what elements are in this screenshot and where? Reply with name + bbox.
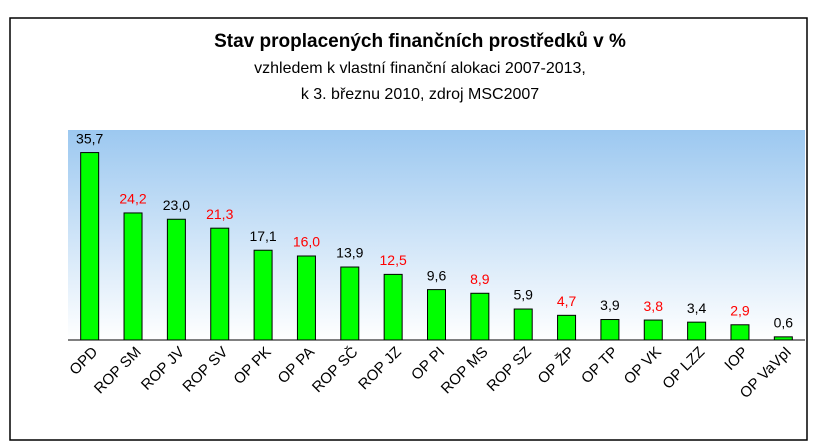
value-label: 0,6 (774, 315, 794, 331)
bar (427, 289, 446, 341)
chart-subtitle: k 3. březnu 2010, zdroj MSC2007 (301, 86, 539, 103)
value-label: 35,7 (76, 130, 103, 146)
value-label: 24,2 (119, 191, 146, 207)
value-label: 2,9 (730, 302, 750, 318)
value-label: 5,9 (513, 287, 533, 303)
bar (210, 227, 230, 341)
value-label: 16,0 (293, 234, 320, 250)
value-label: 3,9 (600, 297, 620, 313)
bar (253, 249, 273, 341)
value-label: 4,7 (557, 293, 577, 309)
bar (600, 319, 620, 341)
bar (773, 336, 793, 341)
value-label: 3,8 (644, 298, 664, 314)
chart-title: Stav proplacených finančních prostředků … (214, 31, 626, 52)
value-label: 3,4 (687, 300, 707, 316)
bar (557, 314, 577, 341)
value-label: 23,0 (163, 197, 190, 213)
bar (383, 273, 403, 341)
bar (166, 218, 186, 341)
bar (643, 319, 663, 341)
chart-subtitle: vzhledem k vlastní finanční alokaci 2007… (254, 60, 586, 77)
value-label: 13,9 (336, 245, 363, 261)
bar (470, 292, 490, 341)
bar (123, 212, 143, 341)
bar (513, 308, 533, 341)
value-label: 8,9 (470, 271, 490, 287)
value-label: 12,5 (380, 252, 407, 268)
bar (340, 266, 360, 341)
value-label: 17,1 (249, 228, 276, 244)
value-label: 21,3 (206, 206, 233, 222)
bar (80, 152, 100, 341)
bar (730, 324, 750, 341)
value-label: 9,6 (427, 267, 447, 283)
bar (687, 321, 707, 341)
bar (296, 255, 316, 341)
